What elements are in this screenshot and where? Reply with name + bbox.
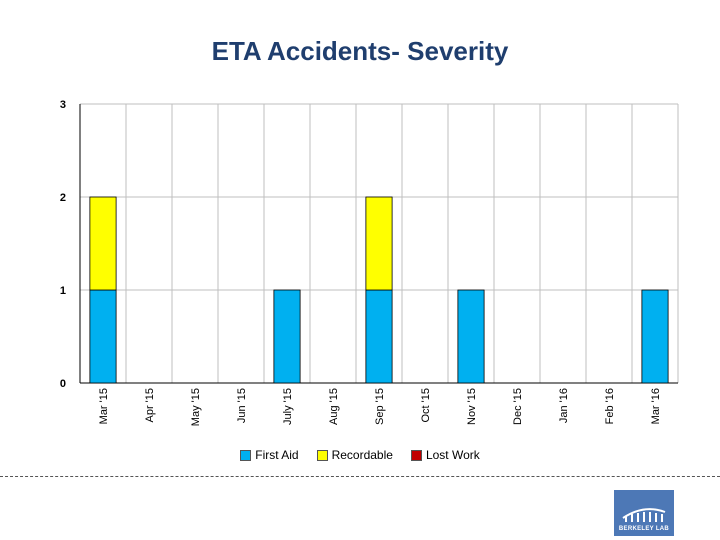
y-tick-label: 0 bbox=[60, 378, 66, 390]
x-tick-label: Aug '15 bbox=[328, 388, 340, 425]
x-tick-label: Nov '15 bbox=[466, 388, 478, 425]
x-tick-label: July '15 bbox=[282, 388, 294, 425]
x-tick-label: May '15 bbox=[190, 388, 202, 426]
bar-first-aid bbox=[641, 289, 669, 384]
berkeley-lab-building-icon bbox=[622, 508, 666, 522]
y-tick-label: 1 bbox=[60, 285, 66, 297]
y-tick-label: 2 bbox=[60, 192, 66, 204]
footer-divider bbox=[0, 476, 720, 477]
logo-text: BERKELEY LAB bbox=[618, 526, 670, 532]
bar-first-aid bbox=[365, 289, 393, 384]
x-tick-label: Apr '15 bbox=[144, 388, 156, 423]
legend-swatch bbox=[316, 449, 328, 461]
stacked-bar-chart: 0 1 2 3 Mar '15 Apr '15 May '15 Jun '15 July '15… bbox=[60, 99, 679, 426]
legend-item: Lost Work bbox=[410, 448, 480, 462]
legend-label: First Aid bbox=[255, 448, 299, 462]
legend-item: First Aid bbox=[240, 448, 299, 462]
bar-recordable bbox=[89, 196, 117, 291]
legend-swatch bbox=[410, 449, 422, 461]
x-tick-label: Jun '15 bbox=[236, 388, 248, 423]
x-tick-label: Mar '15 bbox=[98, 388, 110, 424]
x-tick-label: Mar '16 bbox=[650, 388, 662, 424]
page-title: ETA Accidents- Severity bbox=[211, 36, 509, 66]
y-tick-label: 3 bbox=[60, 99, 66, 111]
x-tick-label: Jan '16 bbox=[558, 388, 570, 423]
x-tick-label: Feb '16 bbox=[604, 388, 616, 424]
bar-first-aid bbox=[273, 289, 301, 384]
legend-swatch bbox=[240, 449, 252, 461]
chart-legend: First Aid Recordable Lost Work bbox=[0, 448, 720, 462]
legend-label: Lost Work bbox=[425, 448, 480, 462]
legend-item: Recordable bbox=[316, 448, 393, 462]
bar-first-aid bbox=[89, 289, 117, 384]
x-tick-label: Sep '15 bbox=[374, 388, 386, 425]
legend-label: Recordable bbox=[331, 448, 393, 462]
bar-recordable bbox=[365, 196, 393, 291]
x-tick-label: Dec '15 bbox=[512, 388, 524, 425]
berkeley-lab-logo: BERKELEY LAB bbox=[614, 490, 674, 536]
x-tick-label: Oct '15 bbox=[420, 388, 432, 423]
bar-first-aid bbox=[457, 289, 485, 384]
